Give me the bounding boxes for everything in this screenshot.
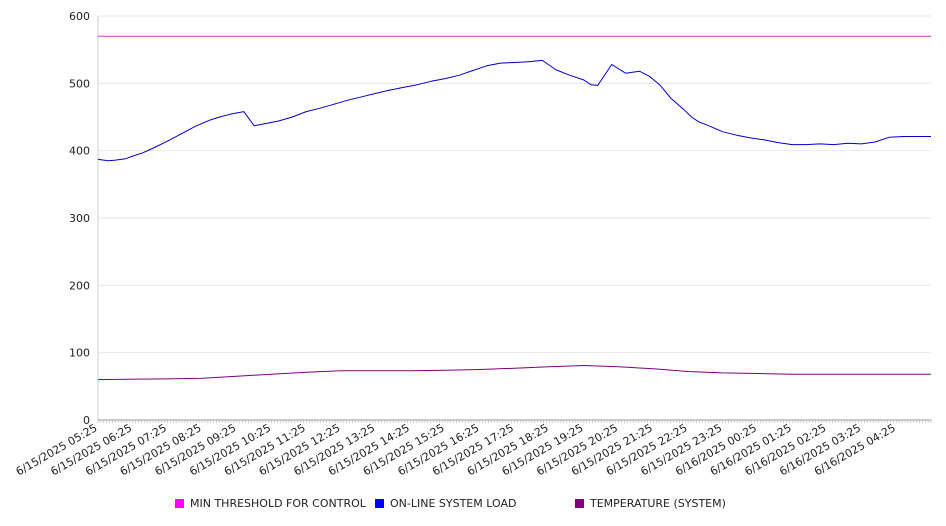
series-lines [97, 35, 931, 381]
x-axis-ticks: 6/15/2025 05:256/15/2025 06:256/15/2025 … [14, 421, 898, 478]
y-tick-label: 0 [83, 414, 90, 427]
y-tick-label: 100 [69, 347, 90, 360]
legend-item-temperature: TEMPERATURE (SYSTEM) [575, 497, 726, 510]
legend: MIN THRESHOLD FOR CONTROL ON-LINE SYSTEM… [0, 497, 946, 515]
legend-swatch [175, 499, 184, 508]
legend-item-min-threshold: MIN THRESHOLD FOR CONTROL [175, 497, 366, 510]
legend-label: ON-LINE SYSTEM LOAD [390, 497, 517, 510]
axes [97, 16, 932, 423]
series-line-2 [97, 365, 931, 381]
legend-label: TEMPERATURE (SYSTEM) [590, 497, 726, 510]
gridlines [98, 15, 931, 354]
y-tick-label: 300 [69, 212, 90, 225]
y-axis-ticks: 0 100 200 300 400 500 600 [69, 10, 90, 427]
y-tick-label: 200 [69, 279, 90, 292]
legend-label: MIN THRESHOLD FOR CONTROL [190, 497, 366, 510]
y-tick-label: 600 [69, 10, 90, 23]
y-tick-label: 500 [69, 77, 90, 90]
legend-swatch [575, 499, 584, 508]
y-tick-label: 400 [69, 145, 90, 158]
legend-swatch [375, 499, 384, 508]
legend-item-system-load: ON-LINE SYSTEM LOAD [375, 497, 516, 510]
series-line-1 [97, 59, 931, 162]
